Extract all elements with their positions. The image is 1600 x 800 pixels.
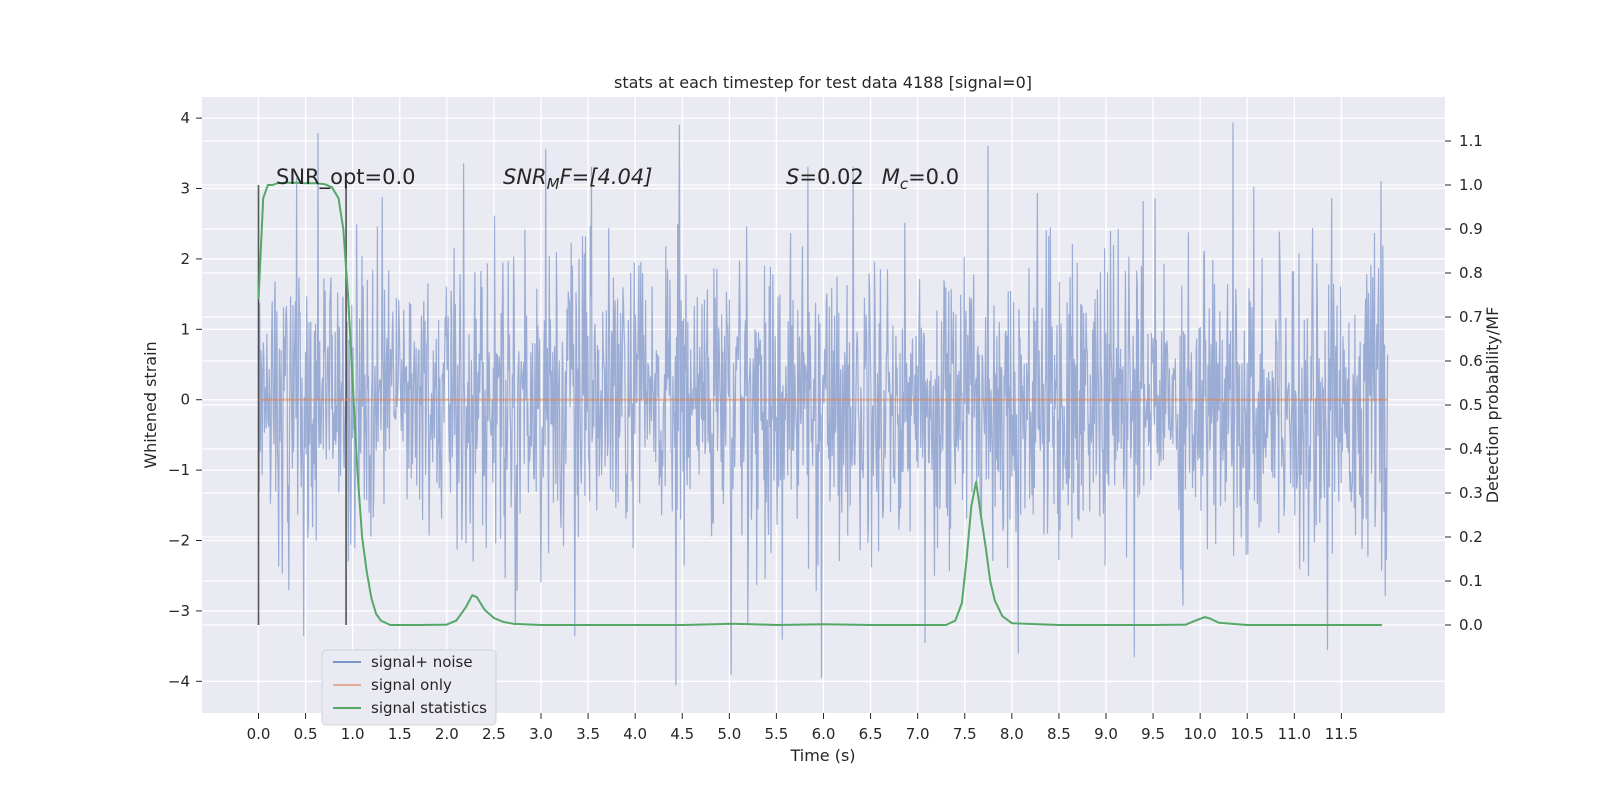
x-tick-label: 9.5 <box>1141 725 1165 743</box>
x-tick-label: 4.5 <box>670 725 694 743</box>
x-tick-label: 8.0 <box>1000 725 1024 743</box>
x-tick-label: 3.5 <box>576 725 600 743</box>
x-axis-ticks: 0.0 0.5 1.0 1.5 2.0 2.5 3.0 3.5 4.0 4.5 5.0 5.5 6.0 6… <box>247 713 1358 743</box>
snr-mf-prefix: SNR <box>503 165 547 189</box>
s-mc-annotation: S=0.02 Mc=0.0 <box>786 165 959 193</box>
y-tick-label: 1 <box>180 320 190 338</box>
x-tick-label: 2.0 <box>435 725 459 743</box>
x-tick-label: 5.5 <box>764 725 788 743</box>
y2-tick-label: 0.0 <box>1459 616 1483 634</box>
snr-mf-subscript: M <box>547 175 560 193</box>
y2-axis-label: Detection probability/MF <box>1483 307 1502 504</box>
noise-line <box>257 122 1389 686</box>
y-axis-ticks: −4 −3 −2 −1 0 1 2 3 4 <box>168 109 202 690</box>
signal-statistics-series <box>257 181 1382 626</box>
signal-statistics-line <box>257 181 1382 626</box>
y-tick-label: −4 <box>168 672 190 690</box>
s-label: S <box>786 165 799 189</box>
y-tick-label: 3 <box>180 180 190 198</box>
x-axis-label: Time (s) <box>789 746 855 765</box>
legend-label-signal: signal only <box>371 676 452 694</box>
x-tick-label: 6.0 <box>812 725 836 743</box>
y-tick-label: 4 <box>180 109 190 127</box>
x-tick-label: 5.0 <box>717 725 741 743</box>
legend: signal+ noise signal only signal statist… <box>321 649 497 726</box>
snr-mf-suffix: F=[4.04] <box>560 165 653 189</box>
x-tick-label: 6.5 <box>859 725 883 743</box>
y2-tick-label: 0.8 <box>1459 264 1483 282</box>
chart-title: stats at each timestep for test data 418… <box>614 73 1032 92</box>
x-tick-label: 9.0 <box>1094 725 1118 743</box>
y2-axis-ticks: 0.0 0.1 0.2 0.3 0.4 0.5 0.6 0.7 0.8 0.9 1.0 1.1 <box>1445 132 1483 634</box>
y2-tick-label: 0.6 <box>1459 352 1483 370</box>
y2-tick-label: 1.0 <box>1459 176 1483 194</box>
s-value: =0.02 <box>799 165 863 189</box>
x-tick-label: 2.5 <box>482 725 506 743</box>
y2-tick-label: 0.9 <box>1459 220 1483 238</box>
y-tick-label: 2 <box>180 250 190 268</box>
legend-label-stats: signal statistics <box>371 699 487 717</box>
y2-tick-label: 0.3 <box>1459 484 1483 502</box>
signal-noise-series <box>257 122 1389 686</box>
x-tick-label: 7.0 <box>906 725 930 743</box>
x-tick-label: 10.5 <box>1231 725 1264 743</box>
x-tick-label: 7.5 <box>953 725 977 743</box>
y2-tick-label: 1.1 <box>1459 132 1483 150</box>
x-tick-label: 0.5 <box>294 725 318 743</box>
y-tick-label: −2 <box>168 532 190 550</box>
snr-mf-annotation: SNRMF=[4.04] <box>503 165 652 193</box>
y2-tick-label: 0.2 <box>1459 528 1483 546</box>
y2-tick-label: 0.1 <box>1459 572 1483 590</box>
y2-tick-label: 0.5 <box>1459 396 1483 414</box>
x-tick-label: 0.0 <box>247 725 271 743</box>
snr-opt-annotation: SNR_opt=0.0 <box>276 165 416 190</box>
x-tick-label: 8.5 <box>1047 725 1071 743</box>
mc-subscript: c <box>900 175 909 193</box>
y-tick-label: −1 <box>168 461 190 479</box>
legend-box <box>321 649 497 726</box>
y-tick-label: −3 <box>168 602 190 620</box>
mc-label: M <box>882 165 900 189</box>
x-tick-label: 11.5 <box>1325 725 1358 743</box>
x-tick-label: 3.0 <box>529 725 553 743</box>
legend-label-noise: signal+ noise <box>371 653 473 671</box>
y-tick-label: 0 <box>180 391 190 409</box>
x-tick-label: 11.0 <box>1278 725 1311 743</box>
x-tick-label: 4.0 <box>623 725 647 743</box>
y-axis-label: Whitened strain <box>141 341 160 468</box>
mc-value: =0.0 <box>908 165 959 189</box>
y2-tick-label: 0.7 <box>1459 308 1483 326</box>
x-tick-label: 10.0 <box>1183 725 1216 743</box>
x-tick-label: 1.0 <box>341 725 365 743</box>
x-tick-label: 1.5 <box>388 725 412 743</box>
y2-tick-label: 0.4 <box>1459 440 1483 458</box>
